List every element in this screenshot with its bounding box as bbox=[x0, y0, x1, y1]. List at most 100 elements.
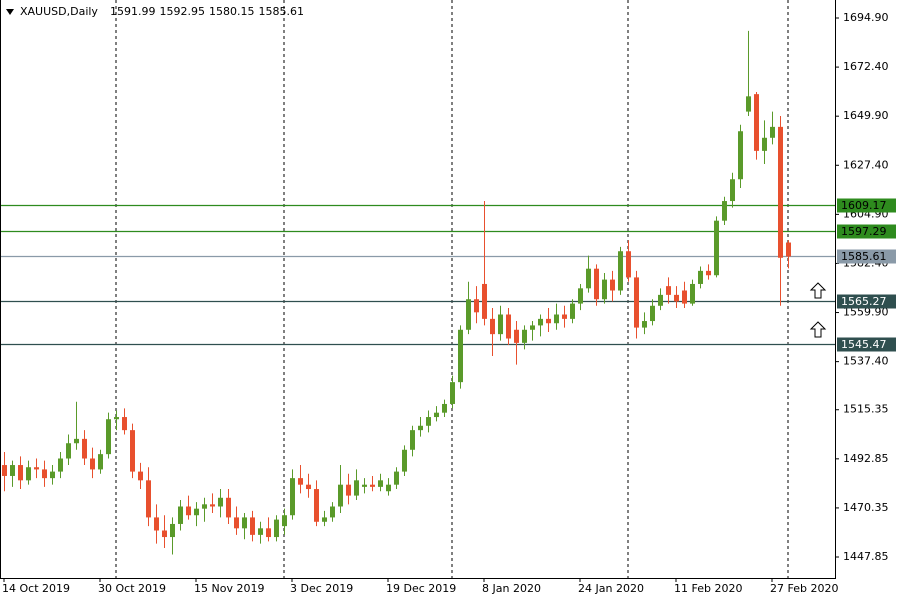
candle-body bbox=[562, 314, 567, 319]
x-tick-label: 8 Jan 2020 bbox=[482, 582, 541, 595]
candle-body bbox=[658, 294, 663, 306]
candle-body bbox=[98, 454, 103, 470]
arrow-icon bbox=[809, 282, 827, 299]
level-label-bg bbox=[837, 337, 896, 352]
candle-body bbox=[362, 484, 367, 487]
candle-body bbox=[650, 305, 655, 322]
y-tick-label: 1559.90 bbox=[843, 306, 889, 319]
candle-body bbox=[586, 268, 591, 289]
candle-body bbox=[682, 290, 687, 304]
candle-body bbox=[314, 489, 319, 522]
header-open: 1591.99 bbox=[110, 5, 156, 18]
symbol: XAUUSD,Daily bbox=[20, 5, 98, 18]
candle-body bbox=[18, 465, 23, 481]
y-tick-label: 1447.85 bbox=[843, 550, 889, 563]
chart-header: XAUUSD,Daily 1591.99 1592.95 1580.15 1585.61 bbox=[20, 5, 304, 18]
candle-body bbox=[618, 251, 623, 291]
candle-body bbox=[298, 478, 303, 485]
y-tick-label: 1649.90 bbox=[843, 109, 889, 122]
level-label-bg bbox=[837, 249, 896, 264]
candle-body bbox=[418, 425, 423, 431]
y-tick-label: 1470.35 bbox=[843, 501, 889, 514]
candle-body bbox=[434, 412, 439, 418]
candle-body bbox=[218, 497, 223, 507]
candle-body bbox=[522, 329, 527, 343]
level-label: 1597.29 bbox=[841, 225, 887, 238]
candle-body bbox=[538, 318, 543, 326]
levels bbox=[0, 204, 835, 346]
candle-body bbox=[274, 519, 279, 538]
candle-body bbox=[578, 288, 583, 304]
header-low: 1580.15 bbox=[209, 5, 255, 18]
candle-body bbox=[642, 321, 647, 328]
candle-body bbox=[394, 471, 399, 485]
candle-body bbox=[26, 467, 31, 481]
level-label-bg bbox=[837, 224, 896, 239]
candle-body bbox=[194, 508, 199, 516]
candle-body bbox=[186, 506, 191, 516]
candle-body bbox=[202, 504, 207, 509]
candle-body bbox=[730, 179, 735, 202]
level-label-bg bbox=[837, 294, 896, 309]
x-tick-label: 24 Jan 2020 bbox=[578, 582, 644, 595]
candle-body bbox=[530, 325, 535, 330]
candle-body bbox=[50, 471, 55, 479]
candle-body bbox=[666, 286, 671, 295]
candle-body bbox=[306, 484, 311, 490]
candle-body bbox=[282, 515, 287, 527]
candle-body bbox=[570, 303, 575, 319]
candle-body bbox=[122, 417, 127, 431]
y-tick-label: 1627.40 bbox=[843, 158, 889, 171]
candle-body bbox=[74, 438, 79, 444]
candle-body bbox=[10, 465, 15, 476]
candle-body bbox=[130, 430, 135, 472]
candle-body bbox=[490, 318, 495, 335]
candle-body bbox=[738, 131, 743, 180]
candle-body bbox=[634, 277, 639, 328]
candle-body bbox=[714, 220, 719, 276]
candle-body bbox=[42, 469, 47, 479]
candle-body bbox=[690, 283, 695, 304]
y-tick-label: 1537.40 bbox=[843, 355, 889, 368]
candle-body bbox=[58, 458, 63, 472]
candle-body bbox=[370, 484, 375, 487]
candle-body bbox=[594, 268, 599, 300]
candle-body bbox=[482, 283, 487, 319]
candle-body bbox=[498, 314, 503, 335]
candle-body bbox=[442, 403, 447, 413]
candle-body bbox=[330, 506, 335, 518]
y-tick-label: 1694.90 bbox=[843, 11, 889, 24]
candle-body bbox=[90, 458, 95, 470]
candle-body bbox=[546, 318, 551, 324]
candle-body bbox=[170, 523, 175, 538]
candle-body bbox=[554, 314, 559, 324]
candle-body bbox=[402, 449, 407, 472]
level-label: 1545.47 bbox=[841, 338, 887, 351]
candle-body bbox=[506, 314, 511, 339]
candle-body bbox=[34, 467, 39, 470]
candle-body bbox=[410, 430, 415, 450]
level-label: 1609.17 bbox=[841, 199, 887, 212]
candles bbox=[2, 30, 791, 555]
candle-body bbox=[722, 201, 727, 221]
candle-body bbox=[706, 270, 711, 276]
candle-body bbox=[698, 270, 703, 284]
candle-body bbox=[242, 517, 247, 529]
candle-body bbox=[474, 299, 479, 313]
candle-body bbox=[138, 471, 143, 481]
candle-body bbox=[178, 506, 183, 524]
candle-body bbox=[226, 497, 231, 518]
candle-body bbox=[610, 279, 615, 291]
level-label: 1565.27 bbox=[841, 295, 887, 308]
candle-body bbox=[114, 417, 119, 420]
candle-body bbox=[674, 294, 679, 302]
x-tick-label: 14 Oct 2019 bbox=[2, 582, 70, 595]
candle-body bbox=[466, 299, 471, 330]
y-tick-label: 1672.40 bbox=[843, 60, 889, 73]
y-tick-label: 1492.85 bbox=[843, 452, 889, 465]
candle-body bbox=[106, 419, 111, 455]
candle-body bbox=[258, 528, 263, 535]
candle-body bbox=[2, 465, 7, 476]
candle-body bbox=[162, 530, 167, 538]
candle-body bbox=[778, 126, 783, 258]
